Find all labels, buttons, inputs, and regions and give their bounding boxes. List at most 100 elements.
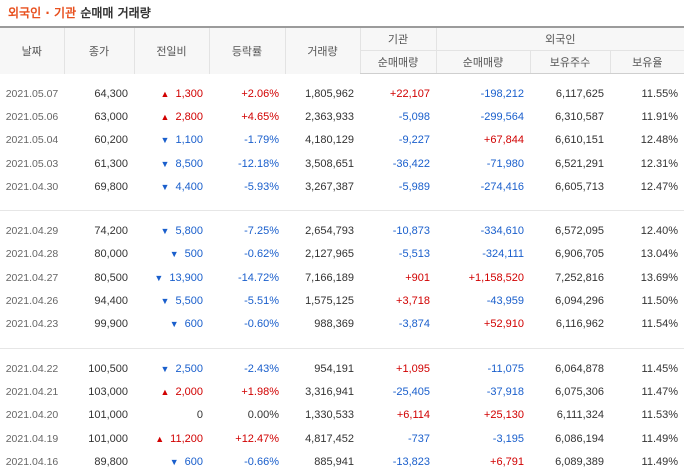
- cell-holdings: 6,572,095: [530, 219, 610, 242]
- cell-date: 2021.04.16: [0, 450, 64, 473]
- cell-foreign-net: -198,212: [436, 82, 530, 105]
- group-spacer: [0, 74, 684, 83]
- cell-change: ▲2,000: [134, 380, 209, 403]
- trading-volume-table: 날짜 종가 전일비 등락률 거래량 기관 외국인 순매매량 순매매량 보유주수 …: [0, 26, 684, 473]
- cell-change: 0: [134, 404, 209, 427]
- cell-foreign-net: +6,791: [436, 450, 530, 473]
- cell-close: 94,400: [64, 289, 134, 312]
- arrow-down-icon: ▼: [154, 273, 163, 283]
- group-divider: [0, 198, 684, 211]
- arrow-down-icon: ▼: [161, 364, 170, 374]
- cell-volume: 954,191: [285, 357, 360, 380]
- section-title: 외국인 · 기관 순매매 거래량: [8, 4, 151, 21]
- cell-date: 2021.04.26: [0, 289, 64, 312]
- cell-foreign-net: +25,130: [436, 404, 530, 427]
- cell-date: 2021.04.22: [0, 357, 64, 380]
- cell-rate: +12.47%: [209, 427, 285, 450]
- header-volume: 거래량: [285, 27, 360, 74]
- cell-volume: 4,180,129: [285, 129, 360, 152]
- cell-holdings: 6,094,296: [530, 289, 610, 312]
- cell-ratio: 12.48%: [610, 129, 684, 152]
- header-holdings: 보유주수: [530, 51, 610, 74]
- arrow-up-icon: ▲: [161, 112, 170, 122]
- header-date: 날짜: [0, 27, 64, 74]
- cell-date: 2021.05.03: [0, 152, 64, 175]
- arrow-down-icon: ▼: [170, 319, 179, 329]
- cell-holdings: 6,117,625: [530, 82, 610, 105]
- cell-foreign-net: -324,111: [436, 243, 530, 266]
- cell-institution-net: +6,114: [360, 404, 436, 427]
- cell-foreign-net: +1,158,520: [436, 266, 530, 289]
- cell-foreign-net: -334,610: [436, 219, 530, 242]
- cell-change: ▲ 2,800: [134, 105, 209, 128]
- cell-foreign-net: -71,980: [436, 152, 530, 175]
- cell-volume: 885,941: [285, 450, 360, 473]
- group-spacer: [0, 211, 684, 220]
- cell-rate: -14.72%: [209, 266, 285, 289]
- cell-institution-net: -13,823: [360, 450, 436, 473]
- cell-change: ▼ 600: [134, 313, 209, 336]
- cell-rate: -0.66%: [209, 450, 285, 473]
- cell-holdings: 6,605,713: [530, 175, 610, 198]
- cell-date: 2021.04.27: [0, 266, 64, 289]
- cell-foreign-net: -43,959: [436, 289, 530, 312]
- cell-change: ▼4,400: [134, 175, 209, 198]
- cell-date: 2021.04.20: [0, 404, 64, 427]
- cell-foreign-net: -37,918: [436, 380, 530, 403]
- cell-change: ▲11,200: [134, 427, 209, 450]
- cell-institution-net: +3,718: [360, 289, 436, 312]
- cell-volume: 1,575,125: [285, 289, 360, 312]
- cell-volume: 3,267,387: [285, 175, 360, 198]
- cell-institution-net: -9,227: [360, 129, 436, 152]
- header-ratio: 보유율: [610, 51, 684, 74]
- cell-close: 80,000: [64, 243, 134, 266]
- header-institution-group: 기관: [360, 27, 436, 51]
- cell-rate: -5.51%: [209, 289, 285, 312]
- cell-volume: 1,805,962: [285, 82, 360, 105]
- change-value: 13,900: [169, 272, 203, 284]
- cell-rate: -0.60%: [209, 313, 285, 336]
- cell-ratio: 11.47%: [610, 380, 684, 403]
- cell-change: ▼ 2,500: [134, 357, 209, 380]
- title-institution: 기관: [54, 6, 76, 20]
- cell-holdings: 6,075,306: [530, 380, 610, 403]
- cell-holdings: 6,906,705: [530, 243, 610, 266]
- change-value: 0: [197, 409, 203, 421]
- change-value: 2,800: [175, 111, 203, 123]
- cell-institution-net: -5,513: [360, 243, 436, 266]
- cell-ratio: 12.40%: [610, 219, 684, 242]
- title-foreign: 외국인: [8, 6, 41, 20]
- cell-holdings: 6,111,324: [530, 404, 610, 427]
- header-change: 전일비: [134, 27, 209, 74]
- cell-institution-net: -3,874: [360, 313, 436, 336]
- cell-volume: 3,508,651: [285, 152, 360, 175]
- change-value: 11,200: [170, 433, 203, 445]
- change-value: 600: [185, 318, 203, 330]
- cell-institution-net: +22,107: [360, 82, 436, 105]
- change-value: 600: [185, 456, 203, 468]
- cell-ratio: 12.31%: [610, 152, 684, 175]
- change-value: 5,800: [175, 225, 203, 237]
- group-spacer: [0, 348, 684, 357]
- cell-institution-net: +1,095: [360, 357, 436, 380]
- header-foreign-group: 외국인: [436, 27, 684, 51]
- cell-rate: +2.06%: [209, 82, 285, 105]
- cell-holdings: 6,610,151: [530, 129, 610, 152]
- cell-close: 69,800: [64, 175, 134, 198]
- change-value: 2,500: [175, 363, 203, 375]
- cell-date: 2021.04.21: [0, 380, 64, 403]
- cell-date: 2021.05.06: [0, 105, 64, 128]
- cell-close: 64,300: [64, 82, 134, 105]
- change-value: 1,100: [175, 134, 203, 146]
- cell-change: ▼5,500: [134, 289, 209, 312]
